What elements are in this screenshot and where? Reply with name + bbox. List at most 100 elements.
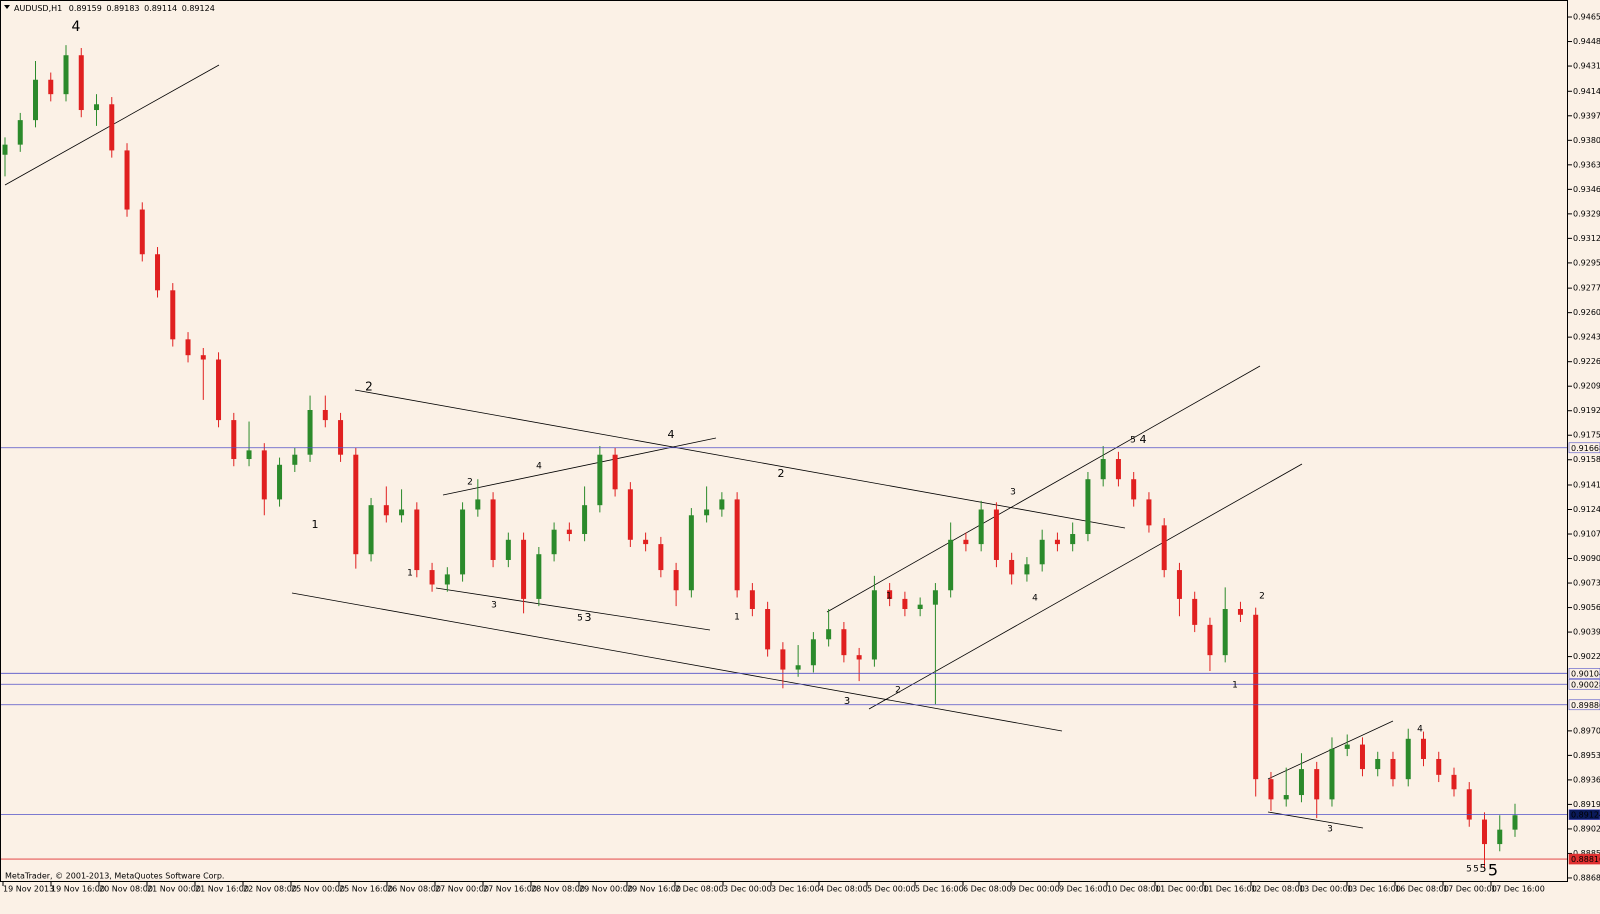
x-tick-label: 5 Dec 00:00 (867, 885, 916, 894)
wave-label: 2 (778, 467, 785, 480)
wave-label: 5 (1466, 865, 1472, 875)
candle-body (932, 590, 938, 605)
x-tick-label: 5 Dec 16:00 (915, 885, 964, 894)
candle-body (353, 454, 359, 555)
candle-body (978, 509, 984, 545)
wave-label: 1 (734, 613, 740, 623)
low-value: 0.89114 (144, 4, 177, 13)
candle-body (2, 144, 8, 155)
wave-label: 3 (1010, 488, 1016, 498)
x-tick-label: 17 Dec 16:00 (1491, 885, 1545, 894)
candle-body (200, 355, 206, 360)
plot-frame (0, 0, 1568, 882)
candle-body (948, 539, 954, 591)
candle-body (1359, 744, 1365, 770)
y-tick-label: 0.92095 (1573, 382, 1600, 391)
x-tick-label: 12 Dec 08:00 (1251, 885, 1305, 894)
y-tick-label: 0.89365 (1573, 775, 1600, 784)
x-tick-label: 17 Dec 00:00 (1443, 885, 1497, 894)
candle-body (765, 609, 771, 650)
wave-label: 3 (1327, 825, 1333, 835)
candle-body (1344, 744, 1350, 749)
x-tick-label: 26 Nov 08:00 (387, 885, 441, 894)
candle-body (1268, 779, 1274, 800)
candle-body (719, 499, 725, 510)
x-tick-label: 28 Nov 08:00 (531, 885, 585, 894)
candle-body (871, 590, 877, 660)
x-tick-label: 25 Nov 00:00 (291, 885, 345, 894)
x-tick-label: 16 Dec 08:00 (1395, 885, 1449, 894)
candle-body (139, 209, 145, 255)
candle-body (78, 55, 84, 111)
price-level-label: 0.89886 (1571, 701, 1600, 710)
candle-body (231, 420, 237, 460)
candle-body (1192, 598, 1198, 625)
price-level-label: 0.91668 (1571, 444, 1600, 453)
candle-body (993, 509, 999, 560)
candle-body (643, 539, 649, 545)
candle-body (216, 359, 222, 421)
candle-body (94, 104, 100, 111)
wave-label: 1 (886, 592, 892, 602)
menu-arrow[interactable] (4, 5, 10, 9)
y-tick-label: 0.94655 (1573, 13, 1600, 22)
candle-body (749, 590, 755, 610)
wave-label: 4 (1140, 433, 1147, 446)
x-tick-label: 13 Dec 00:00 (1299, 885, 1353, 894)
candle-body (429, 570, 435, 585)
wave-label: 5 (1130, 436, 1136, 446)
wave-label: 4 (536, 462, 542, 472)
candle-body (1420, 738, 1426, 759)
y-tick-label: 0.91585 (1573, 455, 1600, 464)
candle-body (566, 529, 572, 535)
candle-body (856, 655, 862, 660)
y-tick-label: 0.89535 (1573, 751, 1600, 760)
close-value: 0.89124 (182, 4, 215, 13)
candle-body (1207, 624, 1213, 656)
wave-label: 1 (312, 518, 319, 531)
x-tick-label: 19 Nov 16:00 (51, 885, 105, 894)
trend-line (868, 463, 1303, 710)
trend-line (435, 587, 711, 631)
candle-body (277, 464, 283, 500)
price-level-tag (1568, 678, 1600, 690)
candle-body (246, 450, 252, 460)
x-tick-label: 11 Dec 00:00 (1155, 885, 1209, 894)
candle-body (307, 409, 313, 455)
wave-label: 4 (72, 19, 81, 35)
x-tick-label: 27 Nov 00:00 (435, 885, 489, 894)
wave-label: 2 (365, 380, 373, 394)
x-tick-label: 27 Nov 16:00 (483, 885, 537, 894)
y-tick-label: 0.94315 (1573, 62, 1600, 71)
candle-body (688, 515, 694, 591)
price-level-label: 0.90028 (1571, 680, 1600, 689)
candle-body (490, 499, 496, 560)
candle-body (1070, 534, 1076, 545)
y-tick-label: 0.89025 (1573, 824, 1600, 833)
wave-label: 3 (491, 601, 497, 611)
candle-body (414, 509, 420, 571)
candle-body (1222, 609, 1228, 656)
candle-body (170, 290, 176, 340)
x-tick-label: 3 Dec 16:00 (771, 885, 820, 894)
x-tick-label: 13 Dec 16:00 (1347, 885, 1401, 894)
y-tick-label: 0.92775 (1573, 284, 1600, 293)
x-tick-label: 21 Nov 00:00 (147, 885, 201, 894)
candle-body (795, 665, 801, 670)
price-level-label: 0.89124 (1571, 811, 1600, 820)
candle-body (475, 499, 481, 510)
candle-body (399, 509, 405, 516)
candle-body (1009, 559, 1015, 575)
x-tick-label: 21 Nov 16:00 (195, 885, 249, 894)
candle-body (109, 104, 115, 151)
candle-body (1237, 609, 1243, 615)
